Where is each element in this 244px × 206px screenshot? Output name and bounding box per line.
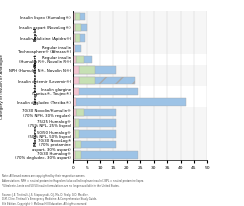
Bar <box>75 152 81 159</box>
Bar <box>73 130 75 138</box>
Bar <box>75 130 79 138</box>
Bar <box>79 67 95 74</box>
Bar <box>73 109 116 117</box>
Bar <box>73 25 75 32</box>
Bar <box>73 55 207 65</box>
Bar <box>73 46 81 53</box>
Bar <box>73 56 92 64</box>
Bar <box>73 109 76 117</box>
Bar <box>75 25 81 32</box>
Bar <box>73 77 79 85</box>
Bar <box>73 67 116 74</box>
Text: Mixtures: Mixtures <box>34 123 38 145</box>
Bar <box>73 12 207 55</box>
Bar <box>79 77 95 85</box>
Bar <box>75 35 80 43</box>
Bar <box>73 25 87 32</box>
Bar <box>73 141 116 149</box>
Text: Category of Insulin or Analogue: Category of Insulin or Analogue <box>0 54 4 119</box>
Bar <box>73 99 76 106</box>
Bar <box>75 14 80 21</box>
Bar <box>73 108 207 161</box>
Text: Note: All brand names are copyrighted by their respective owners.
Abbreviations:: Note: All brand names are copyrighted by… <box>2 173 144 205</box>
Bar <box>73 152 138 159</box>
Bar <box>73 56 76 64</box>
Bar <box>73 14 85 21</box>
Bar <box>73 87 207 108</box>
Bar <box>73 99 186 106</box>
Text: Intermediate: Intermediate <box>34 60 38 92</box>
Bar <box>76 56 84 64</box>
Bar <box>73 77 135 85</box>
Bar <box>75 120 79 127</box>
Bar <box>73 120 75 127</box>
Bar <box>73 35 85 43</box>
Bar <box>73 46 75 53</box>
Bar <box>73 67 79 74</box>
Text: Short: Short <box>34 53 38 67</box>
Bar <box>73 130 116 138</box>
Bar <box>73 88 138 96</box>
Bar <box>73 152 75 159</box>
Bar <box>73 65 207 87</box>
Bar <box>73 120 116 127</box>
Bar <box>75 141 81 149</box>
Bar <box>73 14 75 21</box>
Bar <box>73 88 79 96</box>
Bar <box>76 109 84 117</box>
Text: Rapid: Rapid <box>34 27 38 41</box>
Bar <box>73 141 75 149</box>
Text: Long: Long <box>34 91 38 103</box>
Bar <box>73 35 75 43</box>
